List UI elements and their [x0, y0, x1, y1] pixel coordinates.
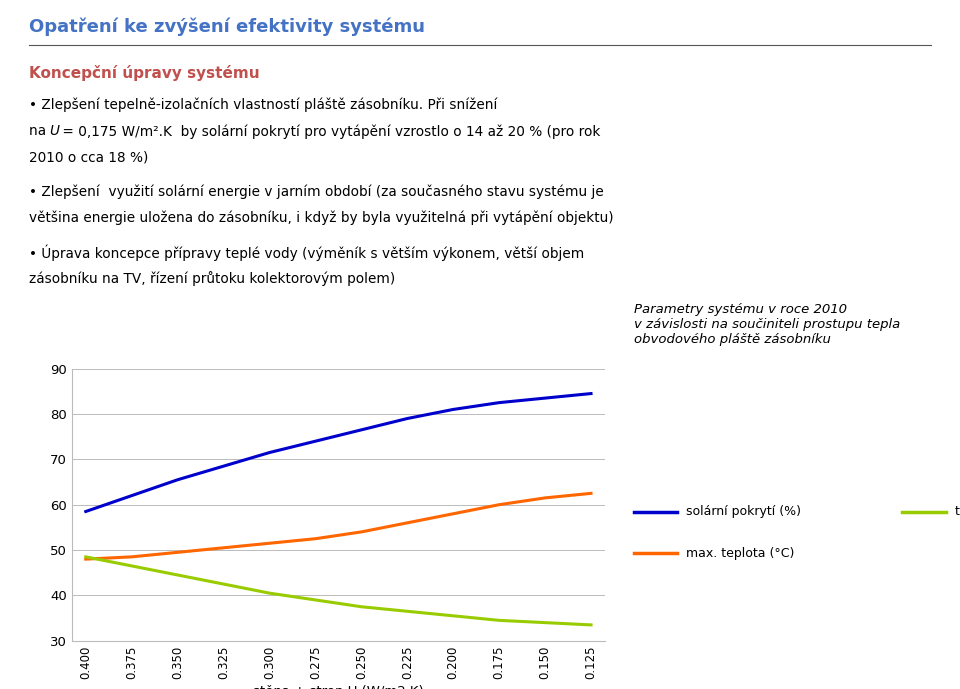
Text: • Zlepšení  využití solární energie v jarním období (za současného stavu systému: • Zlepšení využití solární energie v jar…	[29, 184, 604, 198]
Text: U: U	[49, 124, 59, 138]
Text: zásobníku na TV, řízení průtoku kolektorovým polem): zásobníku na TV, řízení průtoku kolektor…	[29, 271, 396, 286]
Text: na: na	[29, 124, 50, 138]
Text: = 0,175 W/m².K  by solární pokrytí pro vytápění vzrostlo o 14 až 20 % (pro rok: = 0,175 W/m².K by solární pokrytí pro vy…	[58, 124, 600, 138]
Text: většina energie uložena do zásobníku, i když by byla využitelná při vytápění obj: většina energie uložena do zásobníku, i …	[29, 210, 613, 225]
Text: Opatření ke zvýšení efektivity systému: Opatření ke zvýšení efektivity systému	[29, 17, 424, 36]
Text: Parametry systému v roce 2010
v závislosti na součiniteli prostupu tepla
obvodov: Parametry systému v roce 2010 v závislos…	[634, 303, 900, 346]
Text: max. teplota (°C): max. teplota (°C)	[686, 547, 795, 559]
Text: tepelná ztráta (MWh): tepelná ztráta (MWh)	[955, 506, 960, 518]
Text: • Úprava koncepce přípravy teplé vody (výměník s větším výkonem, větší objem: • Úprava koncepce přípravy teplé vody (v…	[29, 245, 584, 261]
Text: Koncepční úpravy systému: Koncepční úpravy systému	[29, 65, 259, 81]
X-axis label: stěna + strop U (W/m2.K): stěna + strop U (W/m2.K)	[253, 685, 423, 689]
Text: 2010 o cca 18 %): 2010 o cca 18 %)	[29, 150, 148, 164]
Text: • Zlepšení tepelně-izolačních vlastností pláště zásobníku. Při snížení: • Zlepšení tepelně-izolačních vlastností…	[29, 98, 501, 112]
Text: solární pokrytí (%): solární pokrytí (%)	[686, 506, 802, 518]
